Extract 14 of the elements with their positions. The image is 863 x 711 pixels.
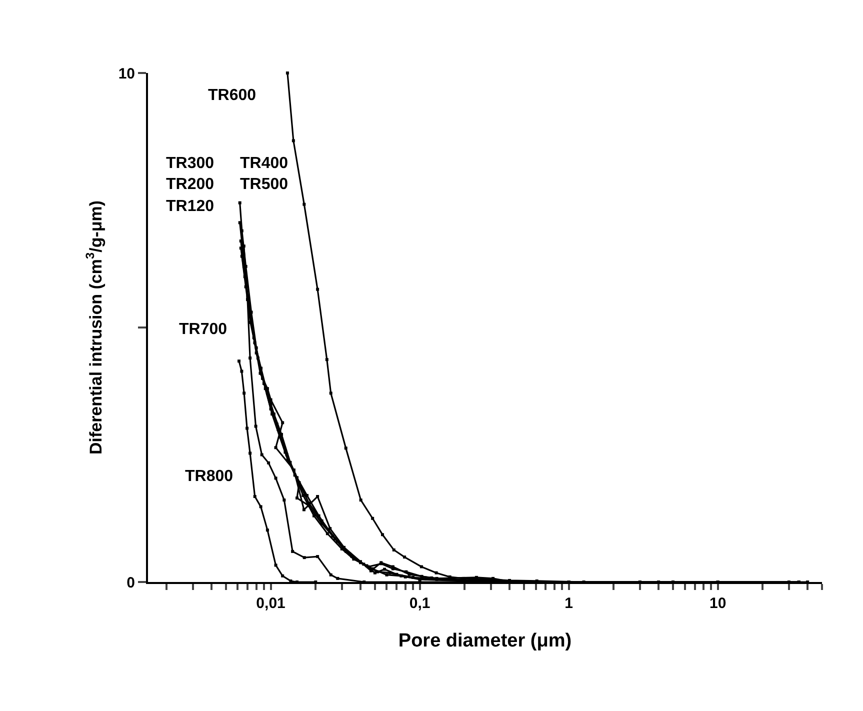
- y-tick-label: 0: [126, 574, 135, 592]
- annotation: TR800: [185, 468, 234, 485]
- x-tick-label: 1: [564, 595, 573, 612]
- annotation: TR200: [166, 176, 214, 193]
- x-tick-label: 0,1: [409, 595, 430, 612]
- x-tick-label: 10: [709, 595, 726, 612]
- annotation: TR500: [240, 176, 288, 193]
- annotation: TR300: [166, 155, 214, 172]
- x-axis-title: Pore diameter (μm): [398, 630, 572, 652]
- annotation: TR700: [179, 321, 228, 338]
- annotation: TR600: [208, 87, 256, 104]
- x-tick-label: 0,01: [256, 595, 286, 612]
- annotation: TR400: [240, 155, 288, 172]
- annotation: TR120: [166, 198, 214, 215]
